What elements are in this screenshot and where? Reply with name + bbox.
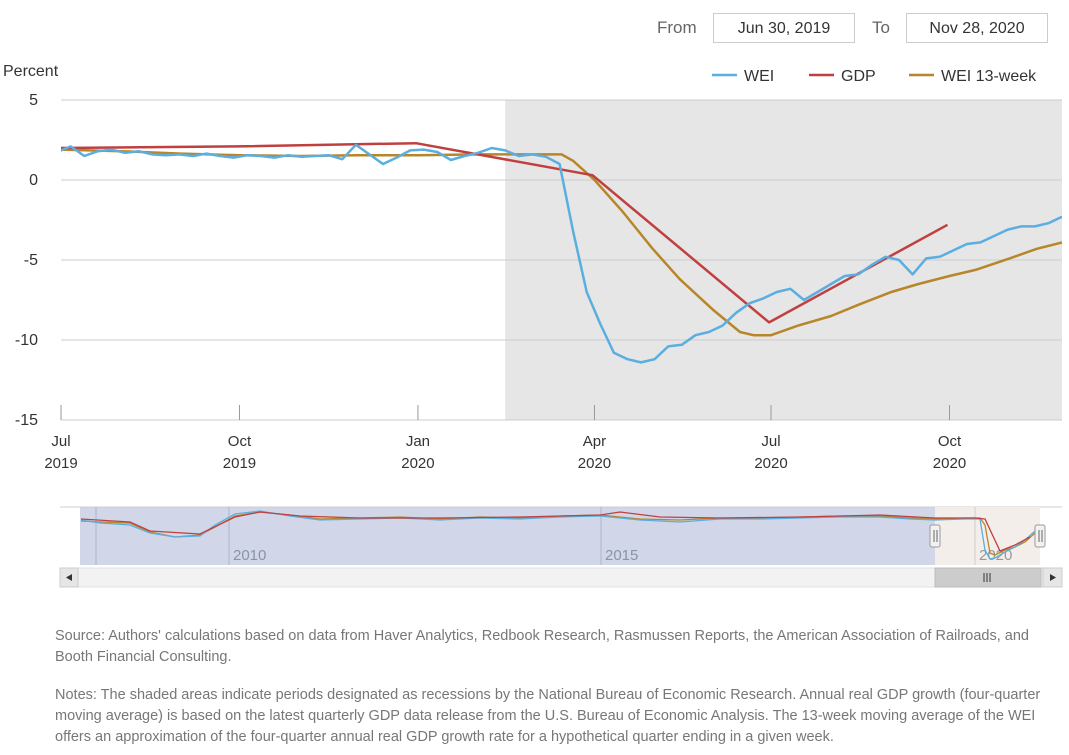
x-tick-label: Oct — [228, 433, 252, 450]
y-tick-label: -15 — [15, 412, 38, 429]
plot-lines — [61, 141, 1062, 364]
legend-item: WEI — [744, 68, 774, 85]
x-axis: Jul 2019 Oct 2019 Jan 2020 Apr 2020 Jul 2020 Oct 20… — [44, 405, 1062, 472]
navigator-wei-line — [80, 510, 1036, 560]
navigator-mask — [80, 507, 935, 565]
legend-item: WEI 13-week — [941, 68, 1037, 85]
navigator-left-handle[interactable] — [929, 524, 941, 548]
series-line-wei-13-week — [61, 148, 1062, 337]
x-tick-label: Apr — [583, 433, 606, 450]
y-tick-label: 0 — [29, 172, 38, 189]
from-date-input[interactable]: Jun 30, 2019 — [713, 13, 855, 43]
x-tick-label: Jul — [51, 433, 70, 450]
main-chart: 5 0 -5 -10 -15 Percent Jul 2019 Oct 2019 Jan 2020… — [3, 63, 1062, 472]
y-tick-label: -5 — [24, 252, 38, 269]
legend-item: GDP — [841, 68, 876, 85]
navigator-label-2020: 2020 — [979, 547, 1012, 564]
series-line-wei — [61, 143, 1062, 364]
x-tick-year: 2019 — [223, 455, 256, 472]
x-tick-year: 2020 — [933, 455, 966, 472]
x-tick-label: Jan — [406, 433, 430, 450]
scrollbar-track[interactable] — [59, 567, 1063, 588]
navigator-label-2015: 2015 — [605, 547, 638, 564]
x-tick-year: 2020 — [401, 455, 434, 472]
x-tick-label: Oct — [938, 433, 962, 450]
x-tick-label: Jul — [761, 433, 780, 450]
y-axis: 5 0 -5 -10 -15 — [15, 92, 38, 429]
navigator-label-2010: 2010 — [233, 547, 266, 564]
y-axis-title: Percent — [3, 63, 59, 80]
x-tick-year: 2019 — [44, 455, 77, 472]
x-tick-year: 2020 — [578, 455, 611, 472]
scrollbar-thumb[interactable] — [934, 567, 1042, 588]
series-line-gdp — [61, 141, 949, 324]
arrow-right-icon — [1050, 574, 1056, 581]
to-label: To — [872, 18, 890, 37]
from-label: From — [657, 18, 697, 37]
navigator-gdp-line — [80, 511, 1031, 552]
notes-text: Notes: The shaded areas indicate periods… — [55, 687, 1041, 745]
y-tick-label: -10 — [15, 332, 38, 349]
x-tick-year: 2020 — [754, 455, 787, 472]
source-note: Source: Authors' calculations based on d… — [55, 628, 1029, 665]
navigator-right-handle[interactable] — [1034, 524, 1046, 548]
legend[interactable]: WEI GDP WEI 13-week — [712, 68, 1037, 85]
navigator[interactable]: 2010 2015 2020 — [0, 495, 1069, 595]
y-tick-label: 5 — [29, 92, 38, 109]
to-date-input[interactable]: Nov 28, 2020 — [906, 13, 1048, 43]
arrow-left-icon — [66, 574, 72, 581]
